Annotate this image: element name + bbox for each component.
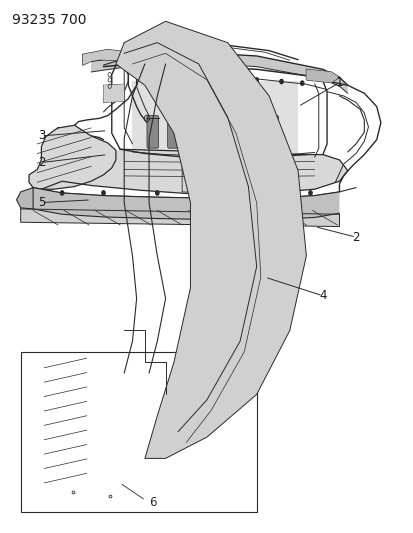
Circle shape <box>308 191 311 195</box>
Circle shape <box>60 191 64 195</box>
Circle shape <box>155 74 159 78</box>
Circle shape <box>102 191 105 195</box>
Text: 4: 4 <box>318 289 326 302</box>
Text: 93235 700: 93235 700 <box>12 13 87 27</box>
FancyBboxPatch shape <box>266 116 278 148</box>
Circle shape <box>279 79 282 84</box>
Polygon shape <box>91 51 347 93</box>
FancyBboxPatch shape <box>188 116 199 148</box>
Polygon shape <box>41 149 347 195</box>
Text: 2: 2 <box>38 156 45 169</box>
Circle shape <box>213 191 216 195</box>
Circle shape <box>205 76 208 80</box>
Text: 5: 5 <box>38 196 45 209</box>
Circle shape <box>300 81 303 85</box>
FancyBboxPatch shape <box>229 116 241 148</box>
Text: 6: 6 <box>149 496 156 510</box>
Polygon shape <box>116 21 306 458</box>
Polygon shape <box>21 209 339 227</box>
Circle shape <box>230 77 233 81</box>
FancyBboxPatch shape <box>147 116 158 148</box>
Polygon shape <box>29 125 116 189</box>
Polygon shape <box>33 188 339 220</box>
Bar <box>21 352 256 512</box>
Polygon shape <box>17 188 33 209</box>
FancyBboxPatch shape <box>167 116 179 148</box>
Text: 1: 1 <box>335 76 342 89</box>
Circle shape <box>155 191 159 195</box>
Polygon shape <box>83 50 132 65</box>
Text: 3: 3 <box>38 130 45 142</box>
Circle shape <box>254 78 258 82</box>
Circle shape <box>180 75 183 79</box>
FancyBboxPatch shape <box>250 116 261 148</box>
Polygon shape <box>103 84 124 102</box>
Polygon shape <box>306 69 339 83</box>
Circle shape <box>267 191 270 195</box>
Text: 2: 2 <box>351 231 359 244</box>
Polygon shape <box>132 81 297 154</box>
FancyBboxPatch shape <box>209 116 220 148</box>
